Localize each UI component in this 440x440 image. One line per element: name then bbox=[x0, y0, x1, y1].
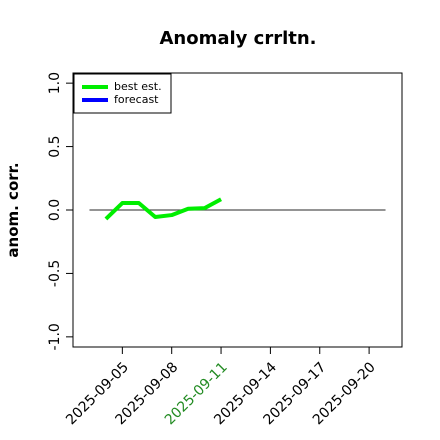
legend-label: forecast bbox=[114, 93, 159, 106]
chart-title: Anomaly crrltn. bbox=[159, 28, 316, 49]
y-tick-label: 0.0 bbox=[47, 199, 63, 221]
legend-label: best est. bbox=[114, 80, 162, 93]
y-tick-label: -0.5 bbox=[47, 260, 63, 287]
y-tick-label: 1.0 bbox=[47, 72, 63, 94]
y-axis-title: anom. corr. bbox=[4, 162, 22, 257]
y-tick-label: 0.5 bbox=[47, 135, 63, 157]
y-tick-label: -1.0 bbox=[47, 323, 63, 350]
series-line bbox=[104, 197, 222, 221]
legend-box bbox=[73, 73, 172, 114]
